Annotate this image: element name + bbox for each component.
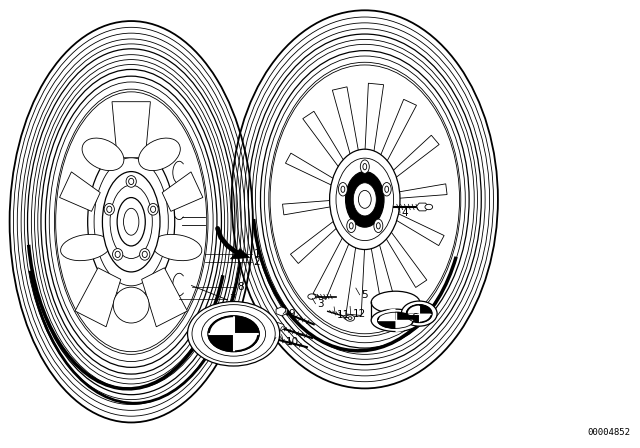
Polygon shape xyxy=(285,153,344,190)
Ellipse shape xyxy=(208,316,259,352)
Ellipse shape xyxy=(126,176,136,187)
Ellipse shape xyxy=(371,291,420,314)
Ellipse shape xyxy=(117,198,145,246)
Polygon shape xyxy=(75,268,121,327)
Polygon shape xyxy=(375,99,417,172)
Ellipse shape xyxy=(360,160,369,173)
Polygon shape xyxy=(364,83,383,165)
Wedge shape xyxy=(210,317,234,334)
Polygon shape xyxy=(162,172,203,211)
Polygon shape xyxy=(141,268,188,327)
Ellipse shape xyxy=(378,312,413,328)
Ellipse shape xyxy=(56,92,207,352)
Polygon shape xyxy=(230,249,250,259)
Ellipse shape xyxy=(346,315,355,321)
Text: 2: 2 xyxy=(253,257,260,267)
Polygon shape xyxy=(112,102,150,158)
Ellipse shape xyxy=(88,146,175,297)
Polygon shape xyxy=(388,184,447,199)
Polygon shape xyxy=(266,334,278,343)
Wedge shape xyxy=(408,306,419,314)
Ellipse shape xyxy=(374,219,383,233)
Text: 5: 5 xyxy=(362,290,368,300)
Ellipse shape xyxy=(113,249,123,260)
Ellipse shape xyxy=(140,249,150,260)
Polygon shape xyxy=(346,233,365,315)
Ellipse shape xyxy=(104,203,115,215)
Ellipse shape xyxy=(148,203,158,215)
Ellipse shape xyxy=(138,138,180,171)
Ellipse shape xyxy=(113,287,149,323)
Text: 4: 4 xyxy=(402,208,408,218)
Ellipse shape xyxy=(401,301,437,326)
Ellipse shape xyxy=(406,305,432,323)
Ellipse shape xyxy=(152,234,202,261)
Polygon shape xyxy=(60,172,100,211)
Polygon shape xyxy=(332,87,361,167)
Ellipse shape xyxy=(270,65,460,334)
Polygon shape xyxy=(313,227,355,299)
Ellipse shape xyxy=(82,138,124,171)
Polygon shape xyxy=(386,209,444,246)
Text: 9: 9 xyxy=(288,309,294,319)
Ellipse shape xyxy=(308,294,316,299)
Text: 3: 3 xyxy=(317,299,324,309)
Ellipse shape xyxy=(339,182,348,196)
Ellipse shape xyxy=(102,172,160,272)
Text: 10: 10 xyxy=(285,337,299,347)
Ellipse shape xyxy=(353,183,376,216)
Polygon shape xyxy=(369,232,397,312)
Polygon shape xyxy=(416,203,429,211)
Wedge shape xyxy=(396,320,412,332)
Ellipse shape xyxy=(346,172,384,227)
Wedge shape xyxy=(419,314,431,322)
Text: 7: 7 xyxy=(229,294,236,304)
Text: 1: 1 xyxy=(253,250,260,259)
Ellipse shape xyxy=(371,309,420,332)
Ellipse shape xyxy=(61,234,111,261)
Text: 6: 6 xyxy=(411,313,417,323)
Ellipse shape xyxy=(382,182,391,196)
Ellipse shape xyxy=(425,204,433,210)
Polygon shape xyxy=(384,135,439,184)
Polygon shape xyxy=(276,307,287,316)
Polygon shape xyxy=(291,215,346,263)
Ellipse shape xyxy=(188,302,280,366)
Polygon shape xyxy=(379,223,427,288)
Ellipse shape xyxy=(347,219,356,233)
Polygon shape xyxy=(273,323,284,332)
Polygon shape xyxy=(303,111,351,176)
Text: 00004852: 00004852 xyxy=(588,428,630,437)
Text: 8: 8 xyxy=(237,282,244,292)
Ellipse shape xyxy=(202,311,266,356)
Polygon shape xyxy=(282,200,341,215)
Text: 11: 11 xyxy=(337,310,351,320)
Text: 12: 12 xyxy=(353,310,366,319)
Ellipse shape xyxy=(330,149,400,250)
Wedge shape xyxy=(234,334,257,350)
Ellipse shape xyxy=(94,158,168,286)
Wedge shape xyxy=(379,309,396,320)
Ellipse shape xyxy=(344,315,350,319)
